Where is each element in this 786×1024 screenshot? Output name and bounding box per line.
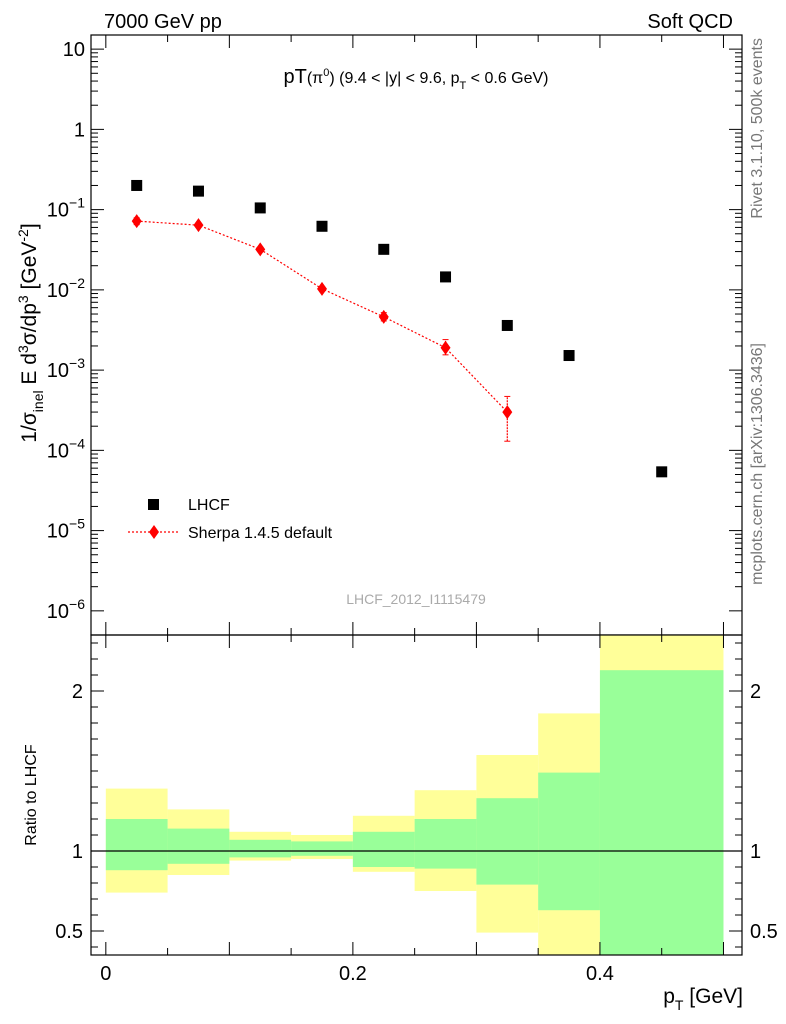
lhcf-point [192, 185, 204, 197]
legend-label-sherpa: Sherpa 1.4.5 default [188, 525, 333, 542]
sherpa-point [255, 242, 266, 257]
rivet-label: Rivet 3.1.10, 500k events [749, 38, 766, 219]
ratio-stat-band [167, 828, 230, 864]
lhcf-point [656, 466, 668, 478]
y-tick-label: 10−2 [47, 275, 85, 302]
sherpa-point [440, 340, 451, 355]
lhcf-point [501, 319, 513, 331]
watermark: LHCF_2012_I1115479 [346, 591, 486, 607]
y-tick-label: 10−3 [47, 355, 85, 382]
ratio-panel: 0.5 0.5 1 1 2 2 0 0.2 0.4 Ratio to LHCF pT [GeV] [23, 634, 778, 1013]
x-tick-label: 0.4 [586, 963, 614, 985]
ratio-frame [90, 634, 743, 956]
ratio-y-tick-label-right: 2 [750, 681, 761, 703]
ratio-stat-band [229, 839, 292, 858]
ratio-y-tick-label-right: 0.5 [750, 921, 778, 943]
ratio-stat-band [414, 819, 477, 869]
sherpa-point [378, 309, 389, 324]
sherpa-point [317, 281, 327, 296]
lhcf-point [563, 350, 575, 362]
main-panel: 10−6 10−5 10−4 10−3 10−2 10−1 1 10 pT(π0) (9.4 … [15, 34, 743, 636]
lhcf-point [254, 202, 266, 214]
x-tick-label: 0 [100, 963, 111, 985]
mcplots-label: mcplots.cern.ch [arXiv:1306.3436] [749, 343, 766, 585]
ratio-stat-band [291, 841, 353, 856]
sherpa-point [131, 214, 142, 229]
ratio-y-tick-label: 0.5 [55, 921, 83, 943]
ratio-stat-band [476, 798, 539, 885]
lhcf-point [316, 220, 328, 232]
header-left: 7000 GeV pp [104, 11, 222, 33]
ratio-y-tick-label-right: 1 [750, 841, 761, 863]
ratio-y-tick-label: 2 [72, 681, 83, 703]
y-tick-label: 1 [74, 119, 85, 141]
y-tick-label: 10−6 [47, 596, 85, 623]
x-axis-label: pT [GeV] [663, 985, 743, 1013]
ratio-stat-band [352, 831, 415, 867]
main-title: pT(π0) (9.4 < |y| < 9.6, pT < 0.6 GeV) [284, 66, 549, 92]
legend-marker-sherpa [149, 525, 159, 539]
lhcf-point [440, 271, 452, 283]
sherpa-line [136, 220, 508, 413]
ratio-stat-band [599, 670, 724, 955]
y-tick-label: 10−1 [47, 195, 85, 222]
y-tick-label: 10−4 [47, 435, 85, 462]
y-axis-label: 1/σinel E d3σ/dp3 [GeV-2] [15, 223, 46, 442]
legend-label-lhcf: LHCF [188, 497, 230, 514]
sherpa-point [502, 405, 513, 420]
header-right: Soft QCD [647, 11, 733, 33]
x-tick-label: 0.2 [339, 963, 367, 985]
y-tick-label: 10−5 [47, 516, 85, 543]
sherpa-point [193, 218, 204, 233]
ratio-y-label: Ratio to LHCF [23, 744, 40, 846]
legend: LHCF Sherpa 1.4.5 default [128, 497, 333, 542]
ratio-y-tick-label: 1 [72, 841, 83, 863]
y-tick-label: 10 [63, 39, 85, 61]
ratio-stat-band [105, 819, 168, 871]
legend-marker-lhcf [148, 499, 159, 510]
ratio-stat-band [538, 772, 600, 911]
lhcf-point [131, 179, 143, 191]
lhcf-point [378, 243, 390, 255]
main-frame [90, 34, 743, 636]
